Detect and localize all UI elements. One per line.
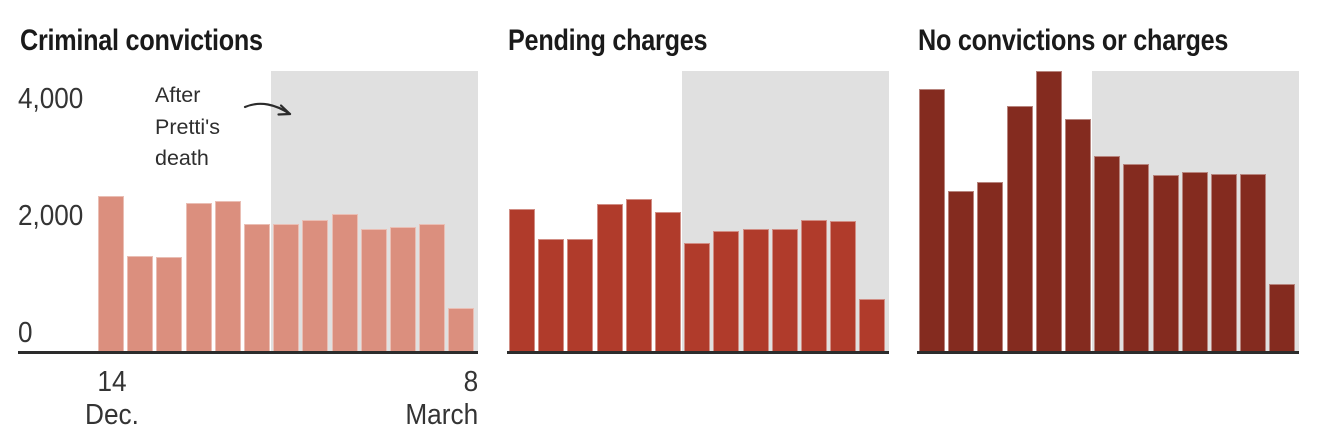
bar bbox=[331, 213, 358, 351]
bar bbox=[1123, 163, 1150, 351]
bar bbox=[127, 255, 154, 351]
annotation-line: death bbox=[155, 146, 209, 170]
chart-title: Criminal convictions bbox=[20, 24, 263, 57]
bar bbox=[771, 229, 798, 351]
y-axis-tick-label: 0 bbox=[18, 316, 33, 349]
bar bbox=[214, 201, 241, 351]
bar bbox=[509, 209, 535, 351]
annotation-line: Pretti's bbox=[155, 114, 221, 139]
x-axis-line bbox=[917, 351, 1299, 354]
annotation-line: After bbox=[155, 83, 201, 107]
bar bbox=[713, 231, 740, 351]
bar bbox=[1006, 106, 1033, 351]
bar bbox=[1152, 174, 1179, 351]
x-axis-line bbox=[507, 351, 889, 354]
bar bbox=[156, 256, 183, 351]
y-axis-tick-label: 4,000 bbox=[18, 83, 84, 116]
bar bbox=[98, 196, 124, 351]
bar bbox=[1181, 171, 1208, 351]
bar bbox=[977, 181, 1004, 351]
bar bbox=[302, 219, 329, 351]
bar bbox=[596, 204, 623, 351]
plot-area bbox=[917, 71, 1299, 354]
bar bbox=[448, 307, 475, 351]
bar bbox=[1269, 283, 1296, 351]
x-tick-day: 8 bbox=[463, 366, 478, 398]
x-tick-month: Dec. bbox=[84, 398, 139, 431]
bar bbox=[1065, 118, 1091, 351]
x-tick-day: 14 bbox=[96, 366, 127, 398]
bar bbox=[1094, 156, 1121, 351]
x-axis-line bbox=[18, 351, 478, 354]
y-axis-tick-label: 2,000 bbox=[18, 199, 84, 232]
x-tick-end-date: 8 March bbox=[405, 366, 478, 431]
bar bbox=[919, 88, 945, 351]
bar bbox=[830, 220, 857, 351]
annotation-after-prettis-death: After Pretti's death bbox=[155, 80, 220, 175]
bar bbox=[360, 229, 387, 351]
bar bbox=[801, 219, 827, 351]
bars-group bbox=[507, 71, 889, 351]
chart-title: Pending charges bbox=[508, 24, 708, 57]
bars-group bbox=[917, 71, 1299, 351]
bar bbox=[1035, 71, 1062, 351]
bar bbox=[244, 224, 270, 351]
bar bbox=[948, 191, 975, 351]
bar bbox=[684, 243, 711, 351]
bar bbox=[567, 239, 594, 351]
bar bbox=[655, 211, 681, 351]
bar bbox=[390, 226, 416, 351]
chart-title: No convictions or charges bbox=[918, 24, 1229, 57]
bar bbox=[1211, 174, 1237, 351]
curved-arrow-right-icon bbox=[243, 102, 292, 116]
bars-group bbox=[18, 71, 478, 351]
bar bbox=[859, 299, 886, 351]
x-tick-month: March bbox=[405, 398, 478, 431]
bar bbox=[185, 202, 212, 351]
bar bbox=[273, 224, 300, 351]
bar bbox=[625, 199, 652, 351]
bar bbox=[1240, 174, 1267, 351]
x-tick-start-date: 14 Dec. bbox=[85, 366, 139, 431]
bar bbox=[538, 239, 565, 351]
plot-area bbox=[507, 71, 889, 354]
bar bbox=[742, 229, 769, 351]
bar bbox=[419, 224, 446, 351]
